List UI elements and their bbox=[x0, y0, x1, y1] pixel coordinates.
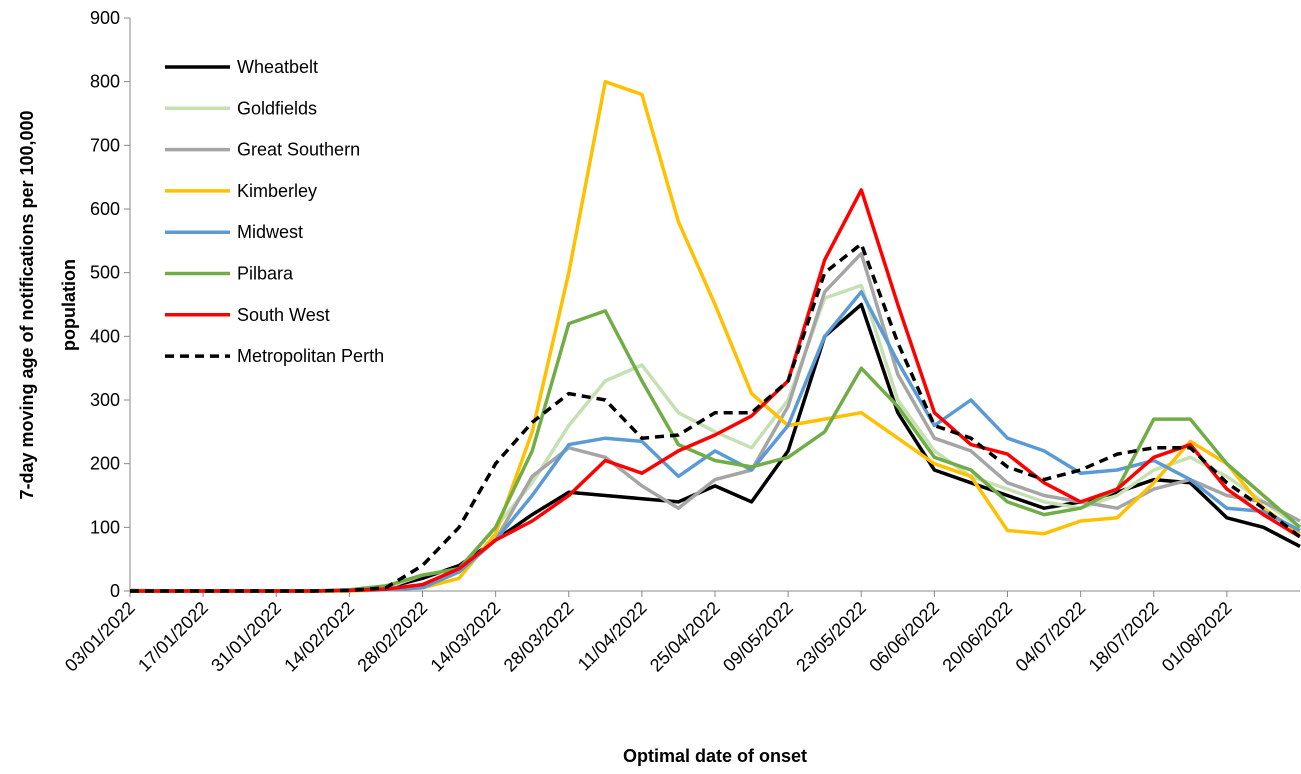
y-axis-title: 7-day moving age of notifications per 10… bbox=[17, 110, 79, 499]
x-tick-label: 18/07/2022 bbox=[1085, 598, 1163, 676]
x-axis-title: Optimal date of onset bbox=[623, 746, 807, 766]
x-tick-label: 06/06/2022 bbox=[865, 598, 943, 676]
y-tick-label: 400 bbox=[90, 326, 120, 346]
y-axis-title-line: 7-day moving age of notifications per 10… bbox=[17, 110, 37, 499]
y-tick-label: 600 bbox=[90, 199, 120, 219]
x-tick-label: 03/01/2022 bbox=[61, 598, 139, 676]
y-tick-label: 500 bbox=[90, 263, 120, 283]
x-tick-label: 25/04/2022 bbox=[646, 598, 724, 676]
y-tick-label: 0 bbox=[110, 581, 120, 601]
legend-label: Goldfields bbox=[237, 98, 317, 118]
x-tick-label: 23/05/2022 bbox=[792, 598, 870, 676]
series-line bbox=[130, 188, 1301, 593]
y-axis-title-line: population bbox=[59, 259, 79, 351]
y-tick-label: 200 bbox=[90, 454, 120, 474]
legend-label: Pilbara bbox=[237, 264, 294, 284]
x-tick-label: 14/03/2022 bbox=[427, 598, 505, 676]
x-tick-label: 17/01/2022 bbox=[134, 598, 212, 676]
x-tick-label: 20/06/2022 bbox=[938, 598, 1016, 676]
series-line bbox=[130, 242, 1301, 593]
legend-label: Great Southern bbox=[237, 140, 360, 160]
series-line bbox=[130, 290, 1301, 593]
y-tick-label: 800 bbox=[90, 72, 120, 92]
x-tick-label: 09/05/2022 bbox=[719, 598, 797, 676]
legend-label: Metropolitan Perth bbox=[237, 346, 384, 366]
x-tick-label: 31/01/2022 bbox=[207, 598, 285, 676]
legend-label: Midwest bbox=[237, 222, 303, 242]
y-tick-label: 900 bbox=[90, 8, 120, 28]
x-tick-label: 14/02/2022 bbox=[280, 598, 358, 676]
y-tick-label: 100 bbox=[90, 517, 120, 537]
legend-label: South West bbox=[237, 305, 330, 325]
legend-label: Kimberley bbox=[237, 181, 317, 201]
x-tick-label: 11/04/2022 bbox=[574, 598, 651, 675]
y-tick-label: 700 bbox=[90, 135, 120, 155]
y-tick-label: 300 bbox=[90, 390, 120, 410]
x-tick-label: 28/02/2022 bbox=[353, 598, 431, 676]
x-tick-label: 28/03/2022 bbox=[500, 598, 578, 676]
x-tick-label: 01/08/2022 bbox=[1158, 598, 1236, 676]
x-tick-label: 04/07/2022 bbox=[1012, 598, 1090, 676]
legend-label: Wheatbelt bbox=[237, 57, 318, 77]
series-line bbox=[129, 283, 1301, 593]
